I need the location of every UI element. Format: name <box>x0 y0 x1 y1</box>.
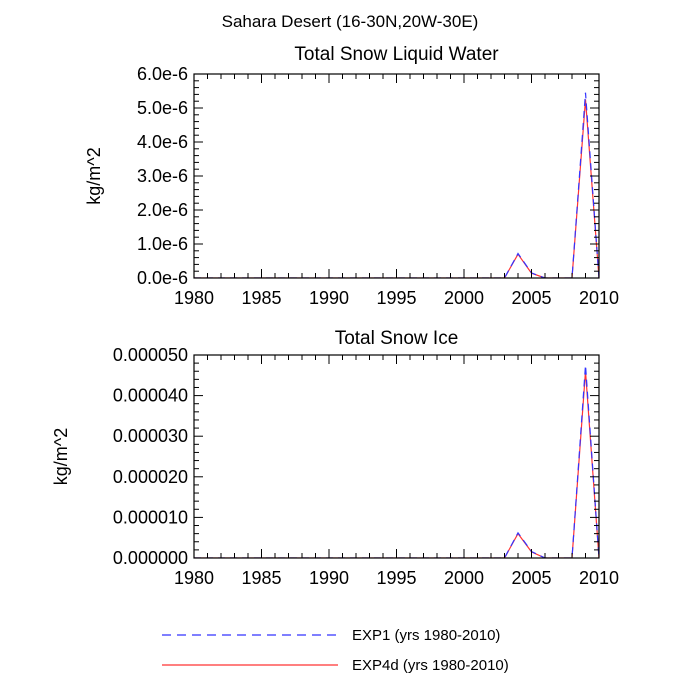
y-tick-label: 2.0e-6 <box>137 200 188 220</box>
x-tick-label: 1980 <box>174 288 214 308</box>
x-tick-label: 2005 <box>511 288 551 308</box>
x-tick-label: 1995 <box>376 288 416 308</box>
y-tick-label: 0.000020 <box>113 467 188 487</box>
x-tick-label: 1980 <box>174 568 214 588</box>
x-tick-label: 1985 <box>241 288 281 308</box>
y-tick-label: 0.000010 <box>113 507 188 527</box>
legend: EXP1 (yrs 1980-2010) EXP4d (yrs 1980-201… <box>162 627 509 674</box>
legend-label-exp4d: EXP4d (yrs 1980-2010) <box>352 657 509 674</box>
panel-title: Total Snow Ice <box>335 328 459 349</box>
y-tick-label: 0.000050 <box>113 345 188 365</box>
y-tick-label: 1.0e-6 <box>137 234 188 254</box>
figure-title: Sahara Desert (16-30N,20W-30E) <box>222 12 479 31</box>
y-tick-label: 0.0e-6 <box>137 268 188 288</box>
panel-snow-liquid-water: Total Snow Liquid Water kg/m^2 1980 1985 199… <box>84 44 619 308</box>
y-axis-label: kg/m^2 <box>51 428 71 485</box>
x-tick-label: 2010 <box>579 568 619 588</box>
legend-label-exp1: EXP1 (yrs 1980-2010) <box>352 627 500 644</box>
y-tick-label: 6.0e-6 <box>137 64 188 84</box>
y-axis-label: kg/m^2 <box>84 147 104 204</box>
plot-frame <box>193 73 600 279</box>
y-tick-label: 5.0e-6 <box>137 98 188 118</box>
x-tick-label: 1990 <box>309 568 349 588</box>
y-tick-label: 0.000040 <box>113 386 188 406</box>
y-tick-label: 0.000000 <box>113 548 188 568</box>
series-line-exp4d <box>194 99 599 278</box>
series-line-exp4d <box>194 371 599 558</box>
series-line-exp1 <box>194 92 599 278</box>
x-tick-label: 2000 <box>444 288 484 308</box>
panel-title: Total Snow Liquid Water <box>294 44 499 65</box>
x-tick-label: 2005 <box>511 568 551 588</box>
x-tick-label: 1995 <box>376 568 416 588</box>
x-tick-label: 1985 <box>241 568 281 588</box>
panel-snow-ice: Total Snow Ice kg/m^2 1980 1985 1990 1995 2000… <box>51 328 619 588</box>
series-line-exp1 <box>194 365 599 558</box>
x-tick-label: 2000 <box>444 568 484 588</box>
y-tick-label: 4.0e-6 <box>137 132 188 152</box>
x-tick-label: 2010 <box>579 288 619 308</box>
y-tick-label: 3.0e-6 <box>137 166 188 186</box>
plot-frame <box>193 354 600 559</box>
y-tick-label: 0.000030 <box>113 426 188 446</box>
x-tick-label: 1990 <box>309 288 349 308</box>
